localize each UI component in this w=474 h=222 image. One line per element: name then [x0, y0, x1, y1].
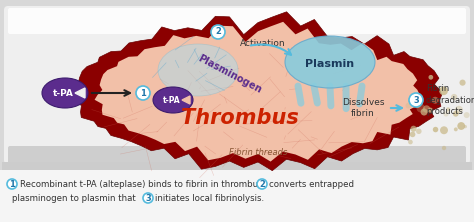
FancyBboxPatch shape	[0, 170, 474, 222]
Circle shape	[442, 146, 446, 150]
FancyBboxPatch shape	[0, 0, 474, 172]
FancyBboxPatch shape	[8, 8, 466, 34]
Circle shape	[423, 105, 430, 113]
Circle shape	[428, 75, 433, 80]
Circle shape	[446, 107, 450, 111]
Polygon shape	[182, 96, 190, 104]
Text: Fibrin threads: Fibrin threads	[229, 147, 287, 157]
Text: plasminogen to plasmin that: plasminogen to plasmin that	[12, 194, 136, 202]
Text: Plasminogen: Plasminogen	[197, 53, 264, 95]
Text: 2: 2	[215, 28, 221, 36]
Circle shape	[408, 97, 416, 105]
Text: initiates local fibrinolysis.: initiates local fibrinolysis.	[155, 194, 264, 202]
Text: Dissolves
fibrin: Dissolves fibrin	[342, 98, 384, 118]
Circle shape	[415, 102, 421, 108]
Text: Recombinant t-PA (alteplase) binds to fibrin in thrombus: Recombinant t-PA (alteplase) binds to fi…	[20, 180, 263, 188]
PathPatch shape	[73, 12, 442, 171]
FancyBboxPatch shape	[8, 146, 466, 166]
Circle shape	[409, 93, 423, 107]
Circle shape	[408, 140, 413, 144]
Circle shape	[410, 126, 417, 132]
Circle shape	[211, 25, 225, 39]
Circle shape	[455, 106, 463, 114]
Text: Fibrin
degradation
products: Fibrin degradation products	[426, 84, 474, 116]
Circle shape	[414, 97, 419, 102]
Circle shape	[440, 126, 448, 134]
Circle shape	[7, 179, 17, 189]
Text: Activation: Activation	[240, 38, 286, 48]
Text: 2: 2	[259, 180, 265, 188]
Circle shape	[410, 132, 415, 137]
Circle shape	[406, 103, 411, 109]
Text: 1: 1	[9, 180, 15, 188]
Text: t-PA: t-PA	[53, 89, 73, 97]
Text: Thrombus: Thrombus	[181, 108, 299, 128]
Circle shape	[464, 125, 467, 128]
Ellipse shape	[158, 44, 238, 96]
Text: converts entrapped: converts entrapped	[269, 180, 354, 188]
Circle shape	[136, 86, 150, 100]
Text: Plasmin: Plasmin	[305, 59, 355, 69]
Polygon shape	[75, 88, 85, 98]
Circle shape	[416, 129, 421, 134]
Ellipse shape	[153, 87, 193, 113]
Circle shape	[417, 104, 425, 113]
Text: 1: 1	[140, 89, 146, 97]
Ellipse shape	[42, 78, 88, 108]
FancyBboxPatch shape	[2, 162, 472, 170]
Text: t-PA: t-PA	[163, 95, 181, 105]
Circle shape	[464, 112, 470, 118]
Text: 3: 3	[413, 95, 419, 105]
Circle shape	[257, 179, 267, 189]
Text: 3: 3	[145, 194, 151, 202]
Circle shape	[454, 127, 458, 131]
Ellipse shape	[285, 36, 375, 88]
FancyBboxPatch shape	[4, 6, 470, 164]
Circle shape	[453, 111, 459, 117]
Circle shape	[457, 122, 465, 130]
Circle shape	[143, 193, 153, 203]
Circle shape	[451, 94, 457, 100]
Circle shape	[439, 86, 448, 95]
Circle shape	[428, 108, 433, 113]
Circle shape	[443, 111, 449, 117]
Circle shape	[432, 97, 438, 104]
Circle shape	[459, 79, 465, 86]
Circle shape	[420, 109, 428, 115]
Circle shape	[433, 127, 438, 132]
PathPatch shape	[95, 22, 419, 162]
